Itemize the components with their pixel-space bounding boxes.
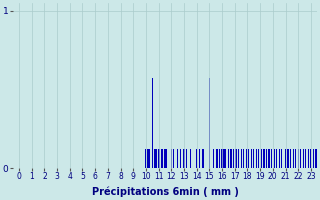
Bar (290, 149, 291, 168)
Bar (251, 149, 252, 168)
Bar (223, 149, 225, 168)
Bar (313, 149, 314, 168)
Bar (243, 149, 244, 168)
Bar (281, 149, 282, 168)
Bar (183, 149, 185, 168)
Bar (295, 149, 296, 168)
Bar (287, 149, 289, 168)
Bar (173, 149, 174, 168)
Bar (186, 149, 187, 168)
Bar (303, 149, 304, 168)
Bar (161, 149, 162, 168)
X-axis label: Précipitations 6min ( mm ): Précipitations 6min ( mm ) (92, 187, 238, 197)
Bar (196, 149, 197, 168)
Bar (308, 149, 309, 168)
Bar (177, 149, 178, 168)
Bar (245, 149, 247, 168)
Bar (203, 149, 204, 168)
Bar (171, 149, 172, 168)
Bar (318, 149, 319, 168)
Bar (162, 149, 163, 168)
Bar (248, 149, 249, 168)
Bar (279, 149, 280, 168)
Bar (158, 149, 159, 168)
Bar (152, 78, 153, 168)
Bar (180, 149, 181, 168)
Bar (305, 149, 306, 168)
Bar (261, 149, 262, 168)
Bar (258, 149, 260, 168)
Bar (285, 149, 286, 168)
Bar (212, 149, 214, 168)
Bar (292, 149, 294, 168)
Bar (298, 149, 299, 168)
Bar (225, 149, 227, 168)
Bar (147, 149, 148, 168)
Bar (233, 149, 234, 168)
Bar (274, 149, 275, 168)
Bar (263, 149, 265, 168)
Bar (154, 149, 155, 168)
Bar (271, 149, 272, 168)
Bar (216, 149, 218, 168)
Bar (238, 149, 239, 168)
Bar (276, 149, 277, 168)
Bar (266, 149, 267, 168)
Bar (148, 149, 149, 168)
Bar (268, 149, 269, 168)
Bar (155, 149, 156, 168)
Bar (228, 149, 229, 168)
Bar (145, 149, 147, 168)
Bar (149, 149, 150, 168)
Bar (159, 149, 160, 168)
Bar (190, 149, 191, 168)
Bar (310, 149, 311, 168)
Bar (164, 149, 165, 168)
Bar (199, 149, 200, 168)
Bar (166, 149, 167, 168)
Bar (300, 149, 301, 168)
Bar (156, 149, 157, 168)
Bar (219, 149, 220, 168)
Bar (230, 149, 231, 168)
Bar (241, 149, 242, 168)
Bar (209, 78, 210, 168)
Bar (221, 149, 223, 168)
Bar (256, 149, 257, 168)
Bar (253, 149, 254, 168)
